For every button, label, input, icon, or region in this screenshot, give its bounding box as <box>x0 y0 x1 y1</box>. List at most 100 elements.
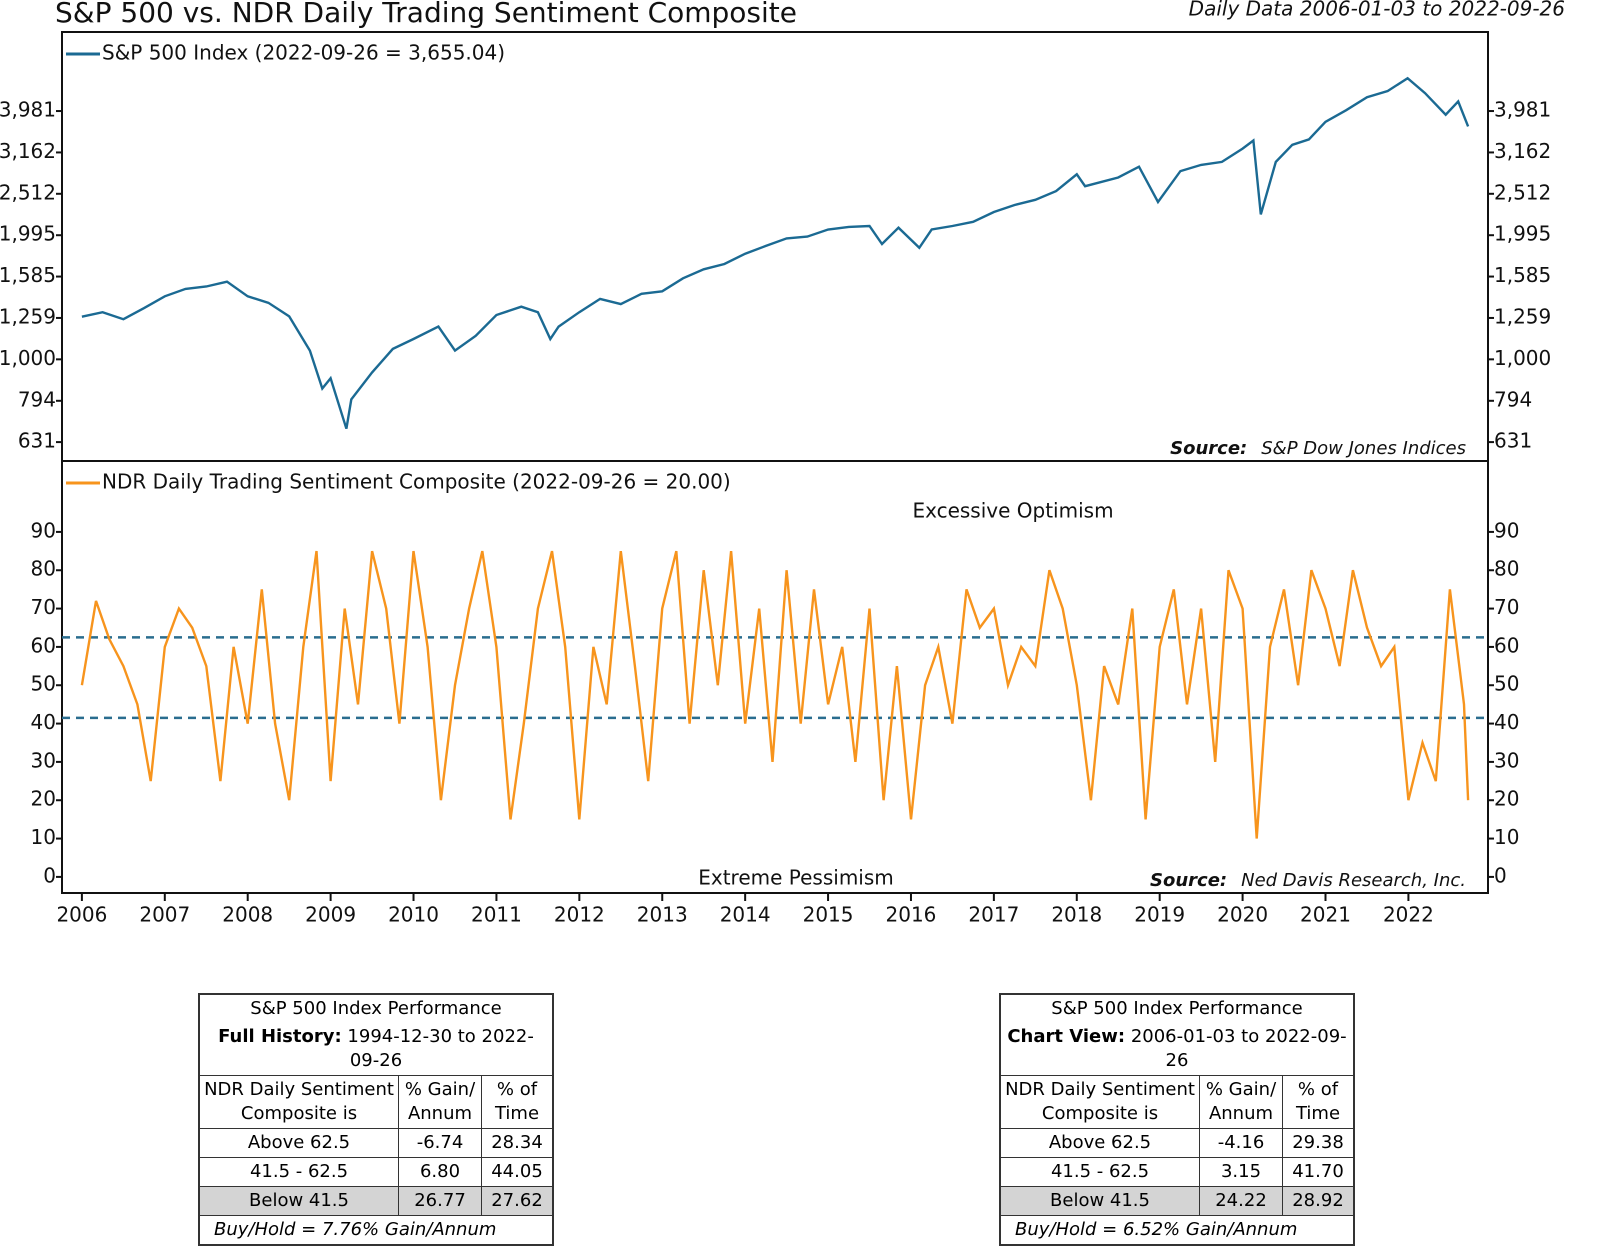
chart-title: S&P 500 vs. NDR Daily Trading Sentiment … <box>55 0 797 29</box>
y-tick-label: 20 <box>31 787 56 811</box>
data-line <box>81 76 1470 430</box>
period-row: Chart View: 2006-01-03 to 2022-09-26 <box>999 1023 1355 1076</box>
footer-row: Buy/Hold = 7.76% Gain/Annum <box>198 1215 554 1246</box>
source-text: Ned Davis Research, Inc. <box>1241 870 1466 891</box>
y-tick-label: 631 <box>18 429 56 453</box>
source: Source: Ned Davis Research, Inc. <box>1150 870 1466 891</box>
x-tick-label: 2006 <box>56 903 107 927</box>
period-label: Chart View: <box>1007 1026 1126 1047</box>
y-tick-label: 794 <box>1494 387 1532 411</box>
table-row: 41.5 - 62.5 3.15 41.70 <box>999 1157 1355 1187</box>
table: S&P 500 Index Performance Chart View: 200… <box>999 993 1355 1246</box>
period-range: 2006-01-03 to 2022-09-26 <box>1130 1026 1347 1071</box>
table-cell: 27.62 <box>481 1186 554 1216</box>
y-tick-label: 60 <box>1494 633 1519 657</box>
table-row: Below 41.5 26.77 27.62 <box>198 1186 554 1216</box>
y-tick-label: 0 <box>1494 863 1507 887</box>
y-tick-label: 80 <box>1494 557 1519 581</box>
column-header: NDR Daily Sentiment Composite is <box>999 1075 1200 1129</box>
y-tick-label: 3,162 <box>1494 139 1551 163</box>
x-tick-label: 2014 <box>720 903 771 927</box>
source-text: S&P Dow Jones Indices <box>1261 438 1466 459</box>
title-row: S&P 500 Index Performance <box>999 993 1355 1023</box>
y-tick-label: 1,995 <box>1494 222 1551 246</box>
y-tick-label: 40 <box>1494 710 1519 734</box>
table-cell: Below 41.5 <box>999 1186 1200 1216</box>
annotation: Excessive Optimism <box>912 499 1113 523</box>
x-tick-label: 2019 <box>1134 903 1185 927</box>
y-tick-label: 1,000 <box>0 346 56 370</box>
y-tick-label: 1,259 <box>0 304 56 328</box>
table-cell: 29.38 <box>1282 1128 1355 1158</box>
column-header: % of Time <box>481 1075 554 1129</box>
table-cell: 44.05 <box>481 1157 554 1187</box>
table-row: 41.5 - 62.5 6.80 44.05 <box>198 1157 554 1187</box>
y-tick-label: 3,981 <box>1494 98 1551 122</box>
y-tick-label: 40 <box>31 710 56 734</box>
y-tick-label: 90 <box>31 518 56 542</box>
column-header: % of Time <box>1282 1075 1355 1129</box>
x-tick-label: 2010 <box>388 903 439 927</box>
period: Full History: 1994-12-30 to 2022-09-26 <box>198 1023 554 1076</box>
y-tick-label: 50 <box>1494 672 1519 696</box>
column-header: NDR Daily Sentiment Composite is <box>198 1075 399 1129</box>
table-cell: -4.16 <box>1199 1128 1283 1158</box>
x-tick-label: 2012 <box>554 903 605 927</box>
footer-row: Buy/Hold = 6.52% Gain/Annum <box>999 1215 1355 1246</box>
x-tick-label: 2008 <box>222 903 273 927</box>
x-tick-label: 2007 <box>139 903 190 927</box>
y-tick-label: 631 <box>1494 429 1532 453</box>
x-tick-label: 2022 <box>1383 903 1434 927</box>
source-label: Source: <box>1150 870 1227 891</box>
data-line <box>80 550 1470 839</box>
table-footer: Buy/Hold = 7.76% Gain/Annum <box>198 1215 554 1246</box>
period-row: Full History: 1994-12-30 to 2022-09-26 <box>198 1023 554 1076</box>
table-cell: 28.34 <box>481 1128 554 1158</box>
table-title: S&P 500 Index Performance <box>999 993 1355 1023</box>
y-tick-label: 3,981 <box>0 98 56 122</box>
y-tick-label: 80 <box>31 557 56 581</box>
y-tick-label: 3,162 <box>0 139 56 163</box>
x-tick-label: 2015 <box>803 903 854 927</box>
y-tick-label: 0 <box>43 863 56 887</box>
table-cell: 6.80 <box>398 1157 482 1187</box>
header-row: NDR Daily Sentiment Composite is% Gain/ … <box>198 1075 554 1129</box>
y-tick-label: 50 <box>31 672 56 696</box>
plot-frame <box>61 460 1489 894</box>
table: S&P 500 Index Performance Full History: 1… <box>198 993 554 1246</box>
x-tick-label: 2020 <box>1217 903 1268 927</box>
plot-frame <box>61 31 1489 462</box>
y-tick-label: 30 <box>31 748 56 772</box>
header-row: NDR Daily Sentiment Composite is% Gain/ … <box>999 1075 1355 1129</box>
table-title: S&P 500 Index Performance <box>198 993 554 1023</box>
table-footer: Buy/Hold = 6.52% Gain/Annum <box>999 1215 1355 1246</box>
chart: S&P 500 vs. NDR Daily Trading Sentiment … <box>0 0 1565 927</box>
x-tick-label: 2017 <box>968 903 1019 927</box>
x-tick-label: 2011 <box>471 903 522 927</box>
table-cell: Below 41.5 <box>198 1186 399 1216</box>
y-tick-label: 1,585 <box>1494 263 1551 287</box>
table-cell: 3.15 <box>1199 1157 1283 1187</box>
chart-subtitle: Daily Data 2006-01-03 to 2022-09-26 <box>1189 0 1565 21</box>
x-tick-label: 2013 <box>637 903 688 927</box>
x-tick-label: 2021 <box>1300 903 1351 927</box>
period-label: Full History: <box>218 1026 342 1047</box>
x-tick-label: 2009 <box>305 903 356 927</box>
table-row: Above 62.5 -4.16 29.38 <box>999 1128 1355 1158</box>
table-cell: Above 62.5 <box>198 1128 399 1158</box>
column-header: % Gain/ Annum <box>398 1075 482 1129</box>
y-tick-label: 30 <box>1494 748 1519 772</box>
table-cell: 41.5 - 62.5 <box>999 1157 1200 1187</box>
column-header: % Gain/ Annum <box>1199 1075 1283 1129</box>
table-cell: -6.74 <box>398 1128 482 1158</box>
y-tick-label: 794 <box>18 387 56 411</box>
annotation: Extreme Pessimism <box>698 866 894 890</box>
y-tick-label: 70 <box>31 595 56 619</box>
y-tick-label: 1,585 <box>0 263 56 287</box>
x-tick-label: 2016 <box>886 903 937 927</box>
legend-label: NDR Daily Trading Sentiment Composite (2… <box>102 470 731 494</box>
source: Source: S&P Dow Jones Indices <box>1170 438 1466 459</box>
source-label: Source: <box>1170 438 1247 459</box>
table-cell: 41.5 - 62.5 <box>198 1157 399 1187</box>
